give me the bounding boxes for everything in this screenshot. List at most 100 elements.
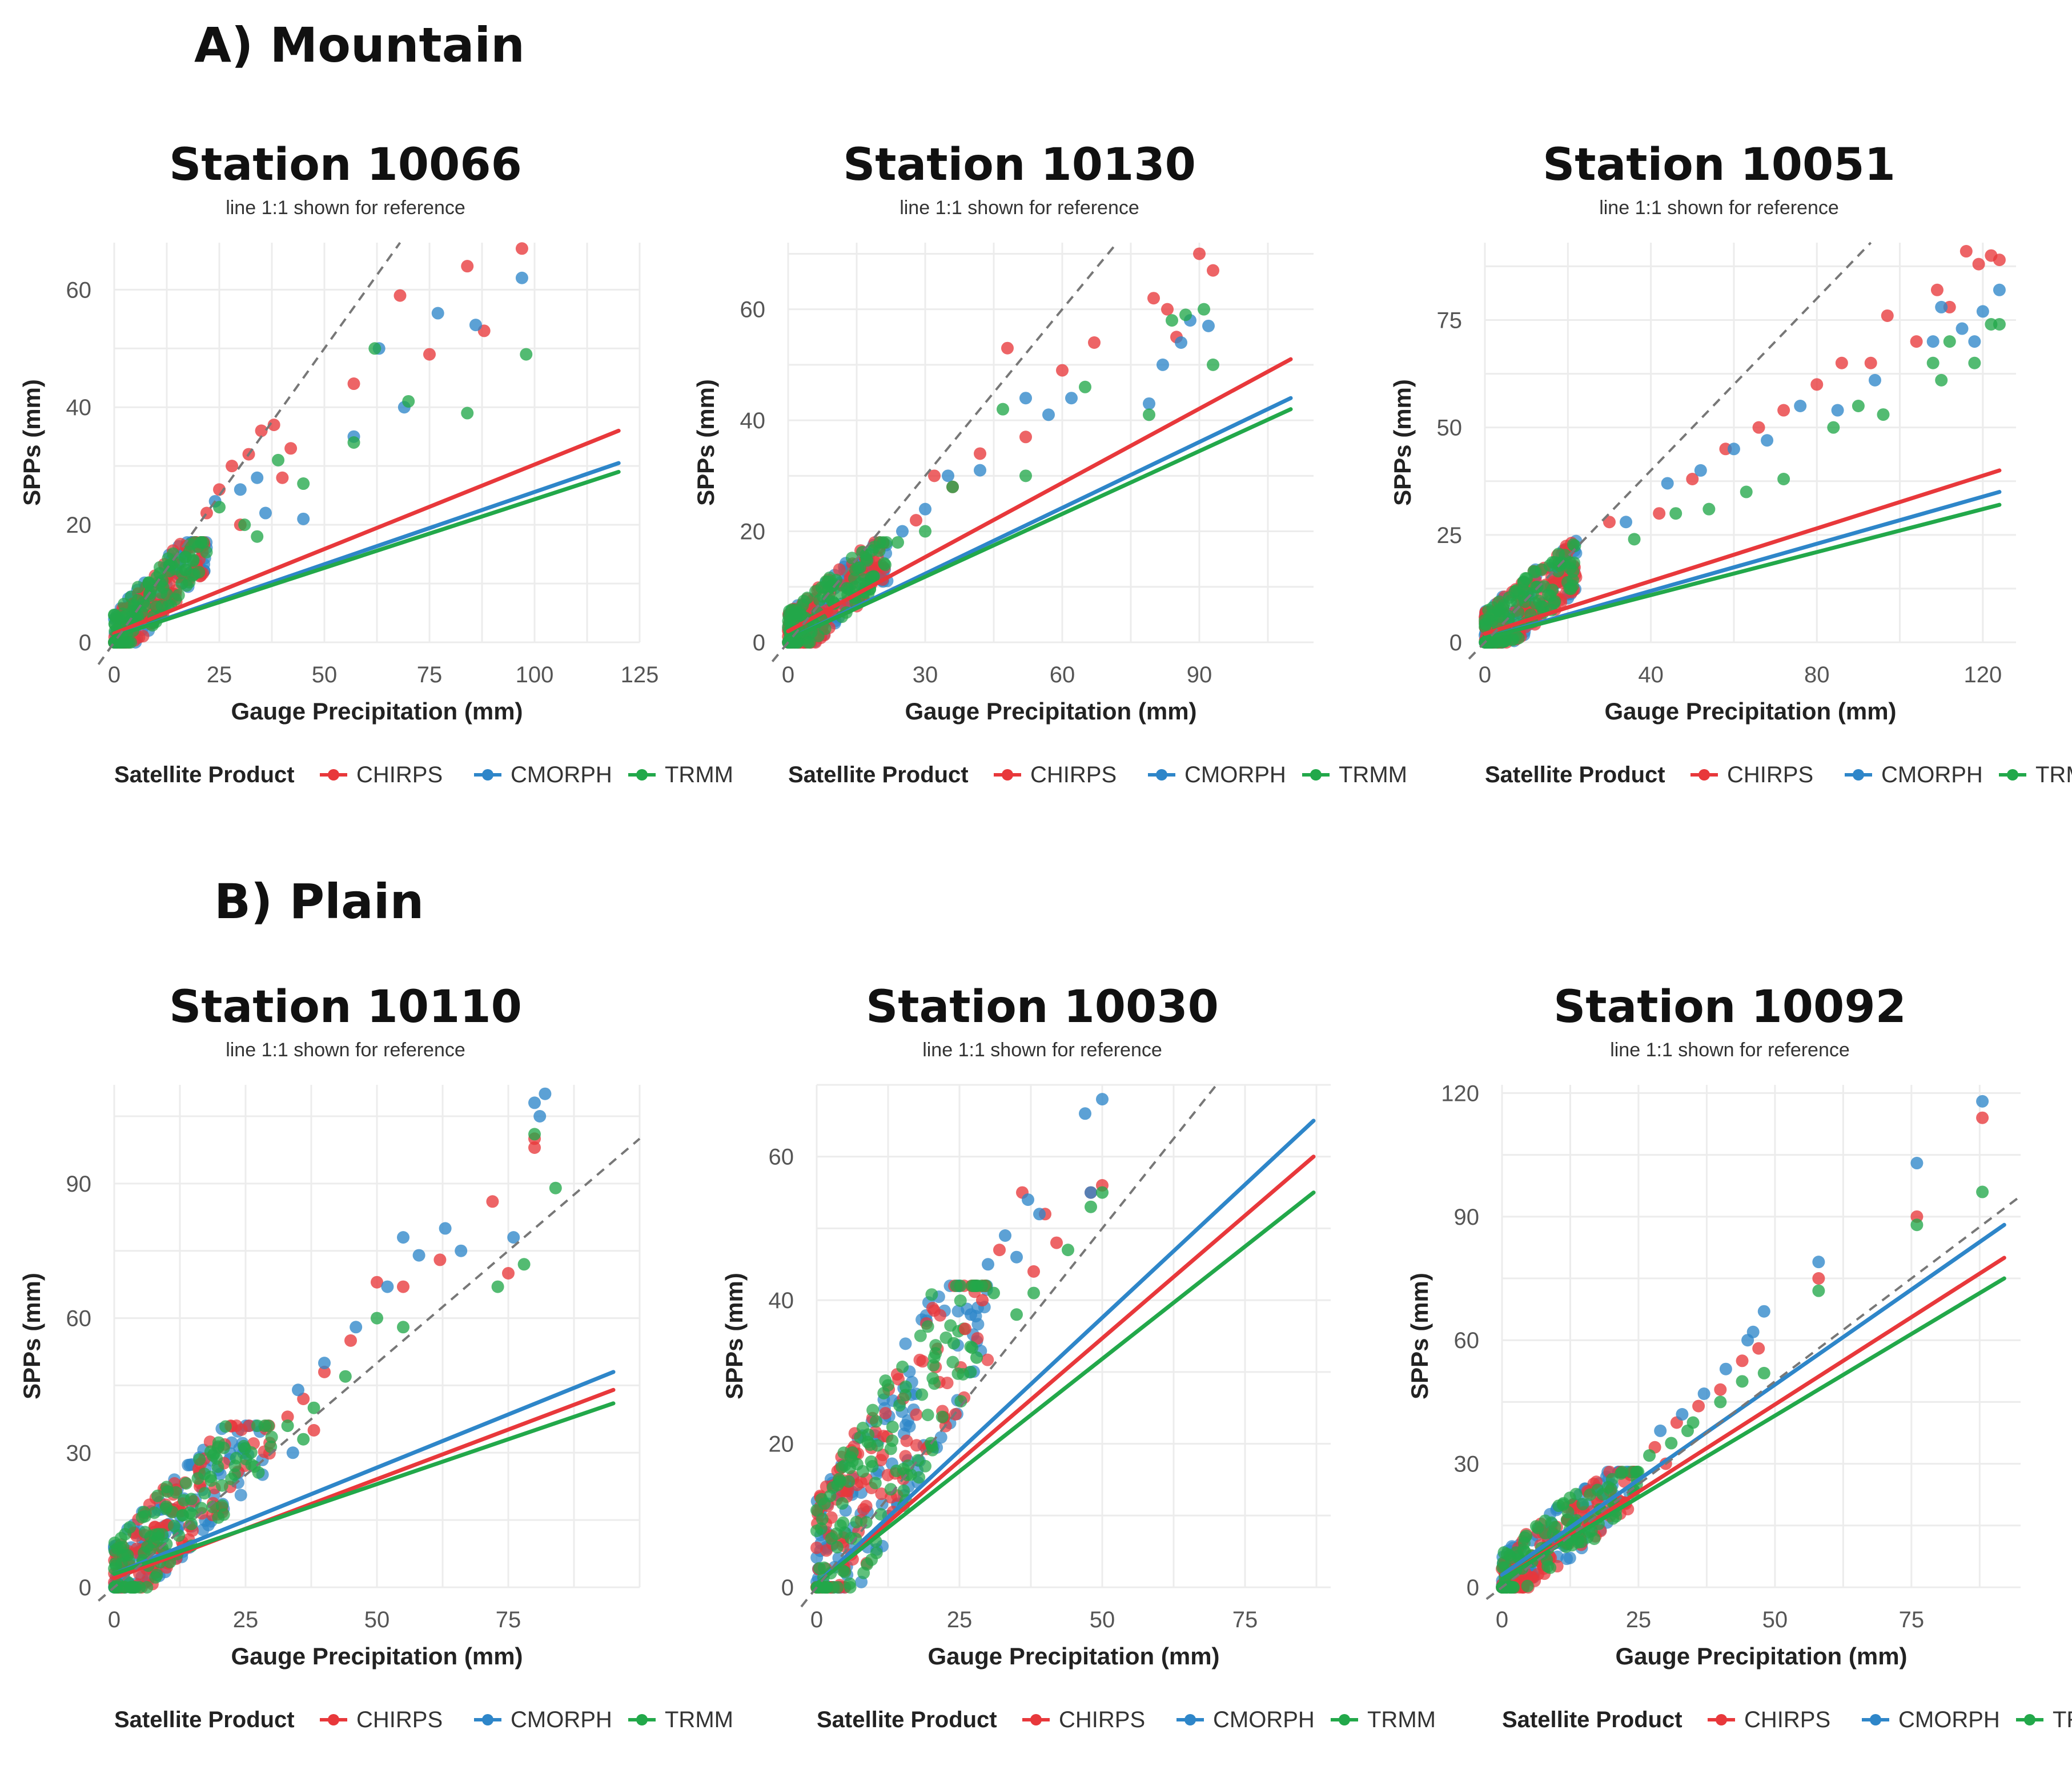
- data-point-trmm: [204, 1474, 218, 1487]
- x-tick-label: 25: [947, 1607, 973, 1632]
- data-point-trmm: [228, 1468, 242, 1481]
- points-group: [108, 1087, 562, 1594]
- data-point-trmm: [884, 1442, 897, 1455]
- data-point-trmm: [1777, 472, 1790, 485]
- data-point-trmm: [195, 1502, 208, 1515]
- data-point-trmm: [176, 1509, 189, 1522]
- data-point-cmorph: [982, 1258, 994, 1271]
- data-point-trmm: [1568, 539, 1581, 552]
- data-point-cmorph: [934, 1431, 947, 1444]
- x-tick-label: 100: [516, 662, 554, 687]
- data-point-trmm: [1143, 408, 1155, 421]
- data-point-cmorph: [1019, 392, 1032, 405]
- data-point-trmm: [108, 617, 121, 630]
- x-tick-label: 75: [417, 662, 443, 687]
- data-point-cmorph: [1955, 322, 1969, 335]
- data-point-trmm: [461, 407, 474, 420]
- data-point-chirps: [397, 1280, 409, 1293]
- chart-subtitle: line 1:1 shown for reference: [226, 1039, 465, 1061]
- data-point-trmm: [925, 1439, 938, 1453]
- x-tick-label: 120: [1964, 662, 2002, 687]
- data-point-trmm: [108, 608, 121, 621]
- data-point-trmm: [1643, 1449, 1656, 1462]
- data-point-trmm: [925, 1288, 938, 1301]
- section-label-plain: B) Plain: [214, 874, 424, 930]
- fit-line-chirps: [1483, 468, 2002, 636]
- data-point-trmm: [874, 1508, 888, 1521]
- data-point-cmorph: [469, 319, 482, 332]
- data-point-cmorph: [182, 1459, 195, 1472]
- scatter-chart: Station 10051 line 1:1 shown for referenc…: [1389, 139, 2072, 787]
- legend-item-trmm: TRMM: [665, 1707, 733, 1732]
- data-point-cmorph: [1831, 404, 1844, 417]
- data-point-trmm: [913, 1471, 926, 1484]
- y-tick-label: 0: [1449, 630, 1462, 655]
- data-point-cmorph: [318, 1357, 331, 1370]
- data-point-cmorph: [1910, 1157, 1924, 1170]
- data-point-trmm: [782, 614, 795, 627]
- data-point-chirps: [486, 1195, 499, 1208]
- data-point-trmm: [110, 1559, 123, 1572]
- data-point-trmm: [160, 588, 174, 601]
- legend-key-dot: [1853, 769, 1864, 781]
- data-point-chirps: [941, 1377, 954, 1390]
- data-point-cmorph: [971, 1318, 985, 1331]
- x-tick-label: 0: [810, 1607, 823, 1632]
- data-point-chirps: [423, 348, 436, 361]
- data-point-trmm: [813, 1562, 826, 1575]
- y-tick-label: 30: [1454, 1452, 1480, 1477]
- x-tick-label: 0: [782, 662, 794, 687]
- data-point-cmorph: [397, 1231, 409, 1244]
- data-point-trmm: [1548, 1520, 1561, 1534]
- data-point-trmm: [951, 1367, 965, 1380]
- data-point-chirps: [1752, 421, 1765, 434]
- data-point-trmm: [803, 636, 816, 649]
- chart-title: Station 10130: [843, 139, 1196, 191]
- legend-key-dot: [1184, 1714, 1196, 1725]
- data-point-trmm: [339, 1370, 352, 1383]
- legend-key-dot: [1698, 769, 1710, 781]
- data-point-chirps: [1910, 335, 1923, 348]
- data-point-trmm: [896, 1360, 909, 1373]
- legend-title: Satellite Product: [817, 1707, 997, 1732]
- data-point-cmorph: [1812, 1256, 1825, 1269]
- data-point-trmm: [167, 1519, 180, 1532]
- data-point-chirps: [910, 1439, 923, 1452]
- data-point-trmm: [172, 589, 185, 602]
- data-point-trmm: [857, 1566, 870, 1579]
- data-point-cmorph: [1202, 319, 1215, 332]
- data-point-trmm: [1517, 1543, 1530, 1556]
- data-point-cmorph: [1033, 1208, 1046, 1221]
- data-point-trmm: [272, 453, 285, 466]
- x-tick-label: 0: [108, 1607, 121, 1632]
- data-point-cmorph: [507, 1231, 520, 1244]
- data-point-trmm: [238, 518, 251, 532]
- data-point-chirps: [276, 471, 289, 484]
- data-point-trmm: [921, 1320, 934, 1333]
- chart-subtitle: line 1:1 shown for reference: [226, 197, 465, 219]
- data-point-cmorph: [251, 471, 264, 484]
- data-point-trmm: [850, 1515, 863, 1528]
- data-point-trmm: [170, 1486, 183, 1499]
- legend-key-dot: [1339, 1714, 1350, 1725]
- data-point-trmm: [1910, 1218, 1924, 1232]
- data-point-chirps: [433, 1253, 447, 1266]
- legend-item-chirps: CHIRPS: [1030, 762, 1117, 787]
- fit-line-trmm: [786, 407, 1293, 642]
- y-tick-label: 120: [1441, 1081, 1479, 1106]
- data-point-trmm: [838, 1526, 852, 1539]
- data-point-cmorph: [1143, 397, 1155, 410]
- y-tick-label: 90: [66, 1172, 92, 1197]
- data-point-chirps: [1653, 507, 1666, 520]
- chart-title: Station 10092: [1553, 981, 1906, 1033]
- data-point-trmm: [1207, 358, 1219, 371]
- data-point-cmorph: [439, 1222, 452, 1235]
- data-point-chirps: [900, 1434, 913, 1447]
- y-tick-label: 0: [79, 630, 91, 655]
- data-point-chirps: [1930, 283, 1943, 296]
- data-point-trmm: [886, 1421, 899, 1434]
- data-point-cmorph: [350, 1321, 363, 1334]
- x-axis-label: Gauge Precipitation (mm): [905, 698, 1196, 725]
- x-tick-label: 75: [496, 1607, 521, 1632]
- data-point-trmm: [123, 1520, 136, 1534]
